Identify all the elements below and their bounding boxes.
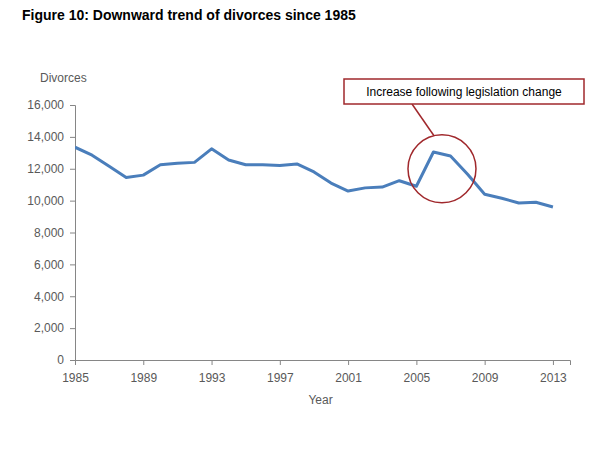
y-tick: 10,000	[27, 194, 75, 208]
y-tick-label: 14,000	[27, 130, 64, 144]
x-tick-mark	[75, 360, 76, 365]
y-tick: 4,000	[34, 290, 75, 304]
x-tick-mark	[485, 360, 486, 365]
y-tick-mark	[70, 105, 75, 106]
x-tick-label: 1993	[199, 371, 226, 385]
x-axis-line	[76, 361, 571, 366]
chart: Figure 10: Downward trend of divorces si…	[0, 0, 613, 449]
x-tick: 2013	[540, 360, 567, 385]
x-tick-label: 1997	[267, 371, 294, 385]
x-tick: 1985	[62, 360, 89, 385]
x-tick-label: 2001	[335, 371, 362, 385]
y-tick-label: 0	[57, 353, 64, 367]
x-axis-title: Year	[308, 393, 332, 407]
x-tick-mark	[348, 360, 349, 365]
x-tick: 2005	[404, 360, 431, 385]
x-tick: 2001	[335, 360, 362, 385]
y-tick-mark	[70, 328, 75, 329]
y-tick: 0	[57, 353, 75, 367]
x-tick-mark	[416, 360, 417, 365]
annotation-text: Increase following legislation change	[366, 85, 562, 99]
x-axis: 1985 1989 1993 1997 2001 2005 2009 2013	[62, 360, 570, 385]
x-tick-label: 2009	[472, 371, 499, 385]
data-line	[75, 147, 553, 207]
title: Figure 10: Downward trend of divorces si…	[22, 7, 356, 23]
y-tick-label: 16,000	[27, 98, 64, 112]
plot-area	[75, 147, 553, 207]
x-tick-label: 2013	[540, 371, 567, 385]
y-tick: 2,000	[34, 321, 75, 335]
annotation-circle	[408, 135, 476, 203]
x-tick-mark	[143, 360, 144, 365]
x-tick: 1997	[267, 360, 294, 385]
annotation-box	[344, 79, 584, 104]
y-tick: 14,000	[27, 130, 75, 144]
y-tick: 16,000	[27, 98, 75, 112]
x-tick-label: 2005	[404, 371, 431, 385]
x-tick: 1989	[130, 360, 157, 385]
y-tick-mark	[70, 137, 75, 138]
y-tick-label: 10,000	[27, 194, 64, 208]
x-tick: 1993	[199, 360, 226, 385]
x-tick-label: 1985	[62, 371, 89, 385]
y-axis-title: Divorces	[40, 71, 87, 85]
y-axis-line	[70, 106, 76, 361]
y-tick-mark	[70, 264, 75, 265]
x-tick-mark	[553, 360, 554, 365]
y-tick-mark	[70, 360, 75, 361]
y-tick-mark	[70, 169, 75, 170]
y-tick-mark	[70, 233, 75, 234]
y-tick-mark	[70, 296, 75, 297]
y-tick: 12,000	[27, 162, 75, 176]
x-tick: 2009	[472, 360, 499, 385]
y-tick-mark	[70, 201, 75, 202]
y-tick-label: 12,000	[27, 162, 64, 176]
y-tick-label: 6,000	[34, 258, 64, 272]
x-tick-label: 1989	[130, 371, 157, 385]
y-tick-label: 4,000	[34, 290, 64, 304]
background	[0, 0, 613, 449]
y-axis: 0 2,000 4,000 6,000 8,000 10,000 12,000 14,000 1…	[27, 98, 75, 367]
annotation: Increase following legislation change	[344, 79, 584, 203]
y-tick-label: 2,000	[34, 321, 64, 335]
x-tick-mark	[280, 360, 281, 365]
y-tick: 6,000	[34, 258, 75, 272]
annotation-connector	[412, 104, 434, 136]
y-tick: 8,000	[34, 226, 75, 240]
x-tick-mark	[212, 360, 213, 365]
y-tick-label: 8,000	[34, 226, 64, 240]
